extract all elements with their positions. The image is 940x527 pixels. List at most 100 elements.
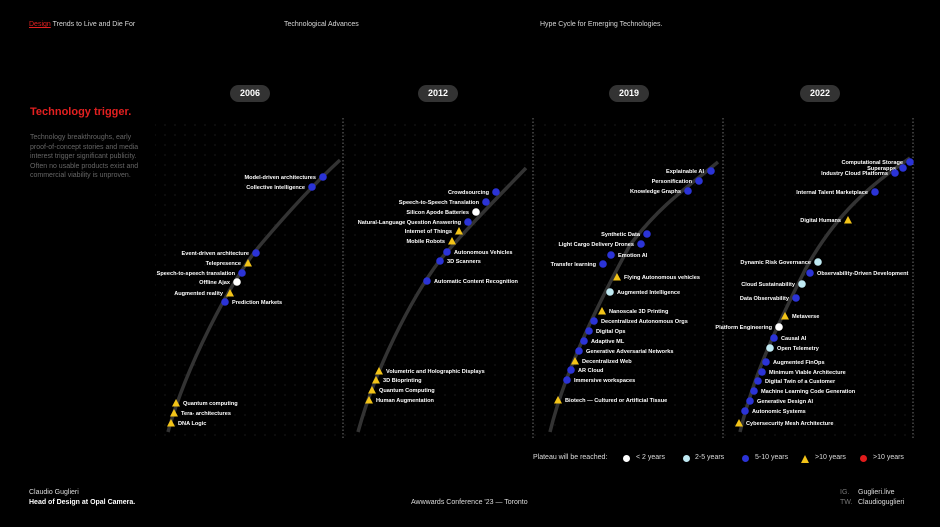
hype-marker	[308, 183, 316, 191]
legend-label-gt10: >10 years	[815, 454, 846, 461]
hype-item-label: Generative Adversarial Networks	[586, 349, 673, 355]
footer-name: Claudio Guglieri	[29, 489, 79, 496]
legend-swatch-obsolete	[860, 455, 867, 462]
hype-item-label: Knowledge Graphs	[630, 189, 681, 195]
hype-marker	[792, 294, 800, 302]
hype-marker	[372, 376, 380, 384]
hype-marker	[707, 167, 715, 175]
hype-item-label: DNA Logic	[178, 421, 206, 427]
legend-label-2to5: 2-5 years	[695, 454, 725, 461]
hype-marker	[637, 240, 645, 248]
hype-item-label: Light Cargo Delivery Drones	[558, 242, 634, 248]
hype-item-label: Tera- architectures	[181, 411, 231, 417]
hype-marker	[436, 257, 444, 265]
year-pill-2019: 2019	[609, 85, 649, 102]
hype-item-label: Causal AI	[781, 336, 807, 342]
hype-marker	[695, 177, 703, 185]
hype-marker	[226, 289, 234, 297]
hype-item-label: Personification	[652, 179, 693, 185]
hype-marker	[735, 419, 743, 427]
hype-marker	[684, 187, 692, 195]
legend-label-obsolete: >10 years	[873, 454, 904, 461]
footer-social-handle-tw[interactable]: Claudioguglieri	[858, 499, 905, 506]
hype-item-label: Transfer learning	[551, 262, 597, 268]
hype-marker	[221, 298, 229, 306]
header-left-rest: Trends to Live and Die For	[50, 21, 136, 28]
hype-item-label: Decentralized Autonomous Orgs	[601, 319, 688, 325]
year-pill-2022: 2022	[800, 85, 840, 102]
hype-item-label: Mobile Robots	[406, 239, 445, 245]
hype-marker	[643, 230, 651, 238]
hype-item-label: Augmented Intelligence	[617, 290, 680, 296]
hype-item-label: Cloud Sustainability	[741, 282, 796, 288]
footer-event: Awwwards Conference '23 — Toronto	[411, 499, 528, 506]
hype-item-label: Digital Ops	[596, 329, 626, 335]
hype-item-label: Decentralized Web	[582, 359, 632, 365]
hype-marker	[766, 344, 774, 352]
year-pill-2012: 2012	[418, 85, 458, 102]
hype-marker	[746, 397, 754, 405]
hype-item-label: Human Augmentation	[376, 398, 434, 404]
hype-marker	[244, 259, 252, 267]
hype-item-label: Industry Cloud Platforms	[821, 171, 888, 177]
hype-marker	[580, 337, 588, 345]
hype-item-label: AR Cloud	[578, 368, 604, 374]
hype-marker	[575, 347, 583, 355]
footer-role: Head of Design at Opal Camera.	[29, 499, 136, 506]
hype-marker	[252, 249, 260, 257]
hype-marker	[750, 387, 758, 395]
hype-item-label: Event-driven architecture	[182, 251, 249, 257]
hype-item-label: Data Observability	[740, 296, 790, 302]
hype-item-label: Computational Storage	[841, 160, 903, 166]
hype-item-label: Adaptive ML	[591, 339, 625, 345]
hype-marker	[571, 357, 579, 365]
header-left-title: Design Trends to Live and Die For	[29, 21, 135, 28]
footer-social-network-ig: IG.	[840, 489, 850, 496]
hype-item-label: Silicon Apode Batteries	[406, 210, 469, 216]
hype-item-label: Crowdsourcing	[448, 190, 490, 196]
hype-item-label: Platform Engineering	[715, 325, 772, 331]
hype-item-label: Augmented reality	[174, 291, 224, 297]
hype-marker	[814, 258, 822, 266]
legend-label-lt2: < 2 years	[636, 454, 665, 461]
hype-marker	[167, 419, 175, 427]
header-highlight: Design	[29, 21, 51, 28]
hype-marker	[585, 327, 593, 335]
footer-social-handle-ig[interactable]: Guglieri.live	[858, 489, 895, 496]
hype-marker	[448, 237, 456, 245]
hype-marker	[775, 323, 783, 331]
hype-marker	[492, 188, 500, 196]
hype-item-label: Automatic Content Recognition	[434, 279, 518, 285]
hype-item-label: Nanoscale 3D Printing	[609, 309, 669, 315]
hype-item-label: Minimum Viable Architecture	[769, 370, 846, 376]
hype-marker	[891, 169, 899, 177]
legend-swatch-lt2	[623, 455, 630, 462]
hype-marker	[781, 312, 789, 320]
hype-marker	[599, 260, 607, 268]
legend-swatch-5to10	[742, 455, 749, 462]
hype-marker	[482, 198, 490, 206]
legend-swatch-gt10	[801, 455, 809, 463]
hype-item-label: Generative Design AI	[757, 399, 814, 405]
hype-marker	[172, 399, 180, 407]
hype-item-label: 3D Bioprinting	[383, 378, 422, 384]
hype-marker	[233, 278, 241, 286]
legend-label-5to10: 5-10 years	[755, 454, 789, 461]
hype-marker	[606, 288, 614, 296]
hype-item-label: Quantum Computing	[379, 388, 435, 394]
hype-marker	[906, 158, 914, 166]
dot-grid	[155, 118, 915, 440]
header-right-title: Hype Cycle for Emerging Technologies.	[540, 21, 663, 28]
hype-item-label: Autonomic Systems	[752, 409, 806, 415]
hype-item-label: Speech-to-Speech Translation	[399, 200, 480, 206]
hype-marker	[613, 273, 621, 281]
hype-marker	[741, 407, 749, 415]
hype-item-label: Internal Talent Marketplace	[796, 190, 868, 196]
hype-item-label: Flying Autonomous vehicles	[624, 275, 700, 281]
hype-marker	[871, 188, 879, 196]
legend-title: Plateau will be reached:	[533, 454, 608, 461]
sidebar-description: Technology breakthroughs, early proof-of…	[30, 134, 139, 179]
hype-marker	[319, 173, 327, 181]
hype-marker	[899, 164, 907, 172]
